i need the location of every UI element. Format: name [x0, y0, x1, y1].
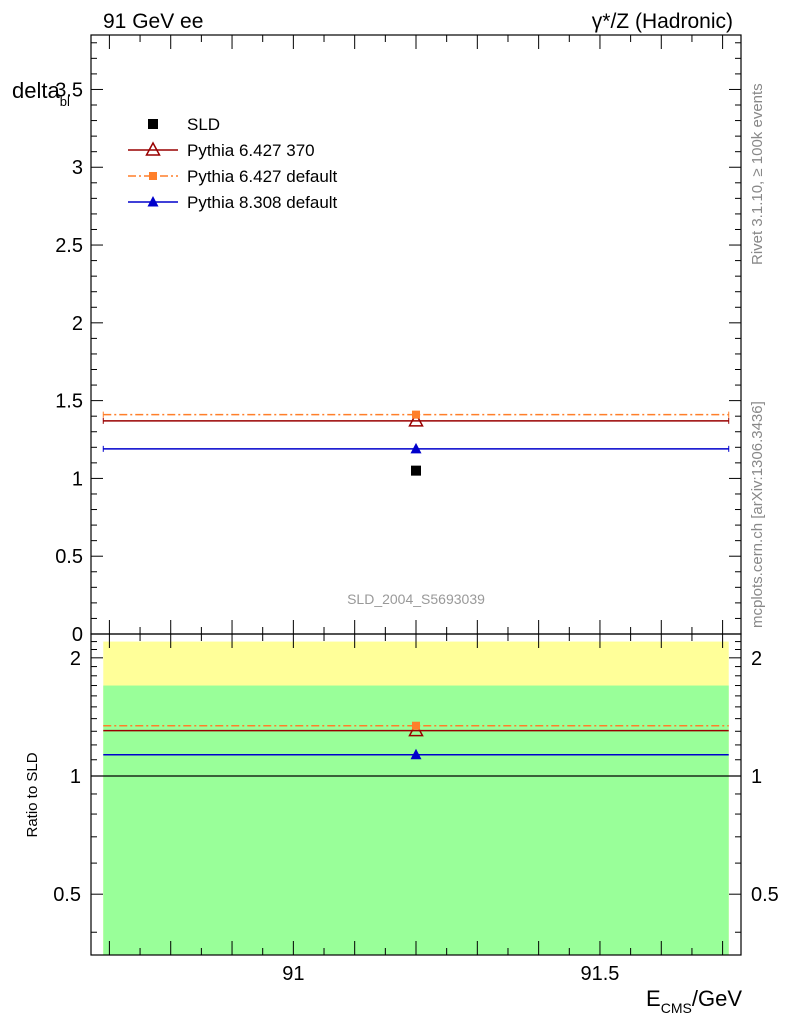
series-point-sld: [411, 465, 421, 476]
ratio-y-tick-label: 0.5: [53, 884, 81, 906]
series-point-py6_default: [412, 410, 420, 419]
ratio-point-py8_default: [410, 748, 422, 760]
ylabel-main: deltabl: [12, 78, 70, 109]
xlabel-sub: CMS: [661, 1000, 692, 1016]
x-tick-label: 91: [282, 963, 304, 985]
x-tick-label: 91.5: [580, 963, 619, 985]
header-left-label: 91 GeV ee: [103, 10, 203, 33]
y-tick-label: 1: [72, 468, 83, 490]
series-point-py8_default: [410, 442, 422, 454]
ylabel-ratio: Ratio to SLD: [24, 752, 41, 837]
watermark: SLD_2004_S5693039: [347, 591, 485, 607]
legend-marker-py6_370: [145, 141, 161, 156]
ratio-y-tick-label: 2: [70, 648, 81, 670]
legend-label-py8_default: Pythia 8.308 default: [187, 193, 338, 212]
y-tick-label: 0.5: [55, 546, 83, 568]
legend-marker-py8_default: [147, 196, 159, 207]
main-panel: 0 0.5 1 1.5 2 2.5 3 3.5: [55, 34, 742, 646]
legend-marker-py6_default: [149, 172, 157, 180]
ratio-point-py6_default: [412, 721, 420, 730]
y-tick-label: 2: [72, 313, 83, 335]
y-tick-label: 2.5: [55, 235, 83, 257]
legend-label-sld: SLD: [187, 115, 220, 134]
legend: SLD Pythia 6.427 370 Pythia 6.427 default P…: [128, 115, 338, 212]
legend-label-py6_default: Pythia 6.427 default: [187, 167, 338, 186]
y-tick-label: 3.5: [55, 79, 83, 101]
ratio-y-tick-label-right: 1: [751, 766, 762, 788]
y-tick-label: 3: [72, 157, 83, 179]
ratio-y-tick-label-right: 0.5: [751, 884, 779, 906]
xlabel-unit: /GeV: [692, 986, 742, 1011]
ratio-y-tick-label: 1: [70, 766, 81, 788]
mcplots-label: mcplots.cern.ch [arXiv:1306.3436]: [749, 401, 766, 628]
header-right-label: γ*/Z (Hadronic): [592, 10, 733, 33]
ylabel-main-sub: bl: [60, 94, 70, 109]
xlabel-main: E: [646, 986, 661, 1011]
y-tick-label: 1.5: [55, 391, 83, 413]
ratio-panel: 91 91.5 0.5 0.5 1 1 2 2: [53, 633, 779, 985]
ratio-y-tick-label-right: 2: [751, 648, 762, 670]
ylabel-main-text: delta: [12, 78, 60, 103]
legend-marker-sld: [148, 119, 158, 129]
xlabel: ECMS/GeV: [646, 986, 742, 1016]
y-tick-label: 0: [72, 624, 83, 646]
rivet-label: Rivet 3.1.10, ≥ 100k events: [749, 83, 766, 265]
series-point-py6_370: [408, 412, 424, 427]
legend-label-py6_370: Pythia 6.427 370: [187, 141, 315, 160]
